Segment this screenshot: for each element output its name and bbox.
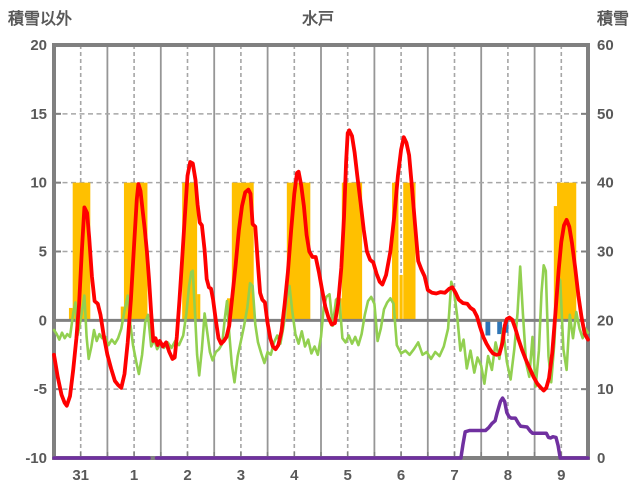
svg-text:40: 40 xyxy=(597,175,614,192)
temperature-line xyxy=(52,128,590,408)
right-axis-labels: 60 50 40 30 20 10 0 xyxy=(597,37,614,467)
chart-title: 水戸 xyxy=(301,11,334,28)
right-axis-title: 積雪 xyxy=(596,11,629,28)
svg-text:7: 7 xyxy=(450,467,458,484)
svg-text:0: 0 xyxy=(39,312,47,329)
svg-text:20: 20 xyxy=(30,37,47,54)
svg-text:50: 50 xyxy=(597,106,614,123)
svg-text:0: 0 xyxy=(597,450,605,467)
svg-text:4: 4 xyxy=(290,467,299,484)
svg-text:9: 9 xyxy=(557,467,565,484)
svg-text:-10: -10 xyxy=(25,450,47,467)
svg-text:10: 10 xyxy=(30,175,47,192)
svg-text:3: 3 xyxy=(237,467,245,484)
svg-text:15: 15 xyxy=(30,106,47,123)
svg-text:31: 31 xyxy=(72,467,89,484)
svg-text:1: 1 xyxy=(130,467,138,484)
svg-text:60: 60 xyxy=(597,37,614,54)
left-axis-labels: 20 15 10 5 0 -5 -10 xyxy=(25,37,47,467)
svg-text:30: 30 xyxy=(597,244,614,261)
svg-text:5: 5 xyxy=(39,244,47,261)
svg-text:-5: -5 xyxy=(34,381,47,398)
svg-text:6: 6 xyxy=(397,467,405,484)
x-axis-labels: 31 1 2 3 4 5 6 7 8 9 xyxy=(72,467,565,484)
left-axis-title: 積雪以外 xyxy=(8,11,73,28)
svg-text:20: 20 xyxy=(597,312,614,329)
svg-text:8: 8 xyxy=(504,467,512,484)
svg-text:5: 5 xyxy=(344,467,352,484)
snow-depth-line xyxy=(52,396,590,460)
svg-text:10: 10 xyxy=(597,381,614,398)
svg-text:2: 2 xyxy=(183,467,191,484)
